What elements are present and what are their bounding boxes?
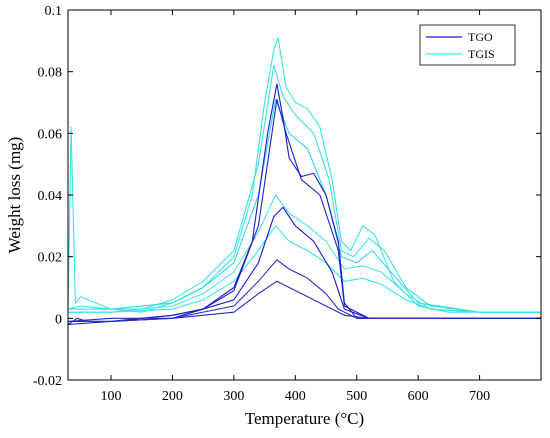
x-tick-label: 100	[101, 389, 122, 404]
series-line-tgo	[68, 83, 541, 325]
x-tick-label: 300	[223, 389, 244, 404]
y-tick-label: 0.1	[45, 4, 63, 19]
y-tick-label: 0.08	[38, 66, 63, 81]
legend-label-tgis: TGIS	[468, 47, 495, 61]
series-line-tgis	[68, 225, 541, 313]
y-tick-label: 0.02	[38, 251, 63, 266]
x-tick-label: 200	[162, 389, 183, 404]
ticks-layer: 100 200 300 400 500 600 700 -0.02 0 0.02 0.04 0.06 0…	[33, 4, 541, 404]
series-line-tgo	[68, 280, 541, 322]
series-line-tgo	[68, 206, 541, 326]
series-line-tgis	[68, 98, 541, 313]
plot-frame	[67, 9, 542, 381]
x-axis-label: Temperature (°C)	[245, 409, 364, 428]
y-axis-label: Weight loss (mg)	[5, 137, 24, 254]
series-line-tgis	[68, 37, 541, 313]
x-tick-label: 500	[346, 389, 367, 404]
series-line-tgis	[68, 64, 541, 313]
x-tick-label: 400	[285, 389, 306, 404]
series-line-tgis	[68, 194, 541, 313]
legend: TGO TGIS	[419, 24, 516, 66]
y-tick-label: 0	[55, 312, 62, 327]
legend-label-tgo: TGO	[468, 30, 493, 44]
series-line-tgo	[68, 98, 541, 322]
y-tick-label: -0.02	[33, 374, 62, 389]
x-tick-label: 600	[408, 389, 429, 404]
legend-box	[419, 24, 516, 66]
series-layer	[68, 37, 541, 326]
y-tick-label: 0.06	[38, 127, 63, 142]
y-tick-label: 0.04	[38, 189, 63, 204]
x-tick-label: 700	[469, 389, 490, 404]
